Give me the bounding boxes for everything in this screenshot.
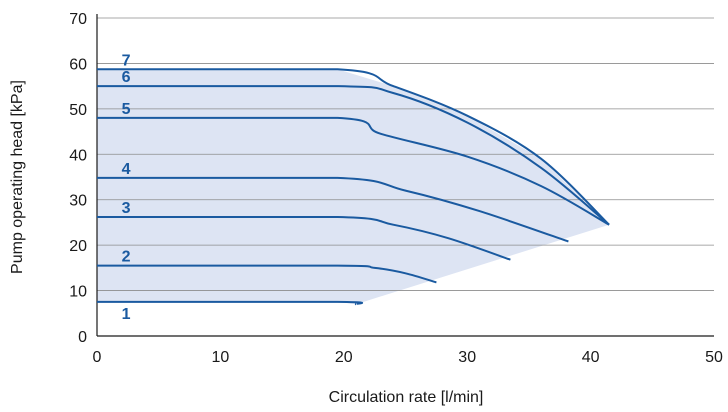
x-tick-label: 30 <box>458 349 476 366</box>
y-tick-label: 20 <box>69 238 87 255</box>
y-tick-label: 40 <box>69 147 87 164</box>
y-tick-label: 30 <box>69 193 87 210</box>
x-tick-label: 50 <box>705 349 723 366</box>
gridlines <box>97 17 714 291</box>
series-line-1 <box>97 300 364 306</box>
series-line-6 <box>97 85 610 226</box>
y-tick-label: 10 <box>69 284 87 301</box>
y-tick-label: 50 <box>69 102 87 119</box>
y-tick-label: 0 <box>78 329 87 346</box>
x-tick-label: 40 <box>582 349 600 366</box>
x-axis-title: Circulation rate [l/min] <box>329 389 484 406</box>
curve-label-2: 2 <box>122 249 131 266</box>
y-axis-title: Pump operating head [kPa] <box>9 80 26 274</box>
curve-labels: 1 2 3 4 5 67 <box>122 52 131 323</box>
y-tick-label: 60 <box>69 56 87 73</box>
curve-label-7: 7 <box>122 52 131 69</box>
x-tick-label: 20 <box>335 349 353 366</box>
series-line-5 <box>97 116 610 226</box>
series-lines <box>97 68 610 306</box>
axes <box>96 14 714 337</box>
series-line-7 <box>97 68 610 226</box>
series-line-3 <box>97 216 511 261</box>
series-line-4 <box>97 176 569 243</box>
y-tick-label: 70 <box>69 11 87 28</box>
x-tick-label: 10 <box>212 349 230 366</box>
curve-label-5: 5 <box>122 101 131 118</box>
curve-label-4: 4 <box>122 161 131 178</box>
operating-area-fill <box>97 69 610 305</box>
operating-area <box>97 69 610 305</box>
series-line-2 <box>97 264 437 284</box>
tick-labels: 0 10 20 30 40 50 0 10 20 30 40 50 60 70 <box>69 11 723 366</box>
x-tick-label: 0 <box>93 349 102 366</box>
curve-label-1: 1 <box>122 306 131 323</box>
curve-label-3: 3 <box>122 200 131 217</box>
curve-label-6: 6 <box>122 69 131 86</box>
